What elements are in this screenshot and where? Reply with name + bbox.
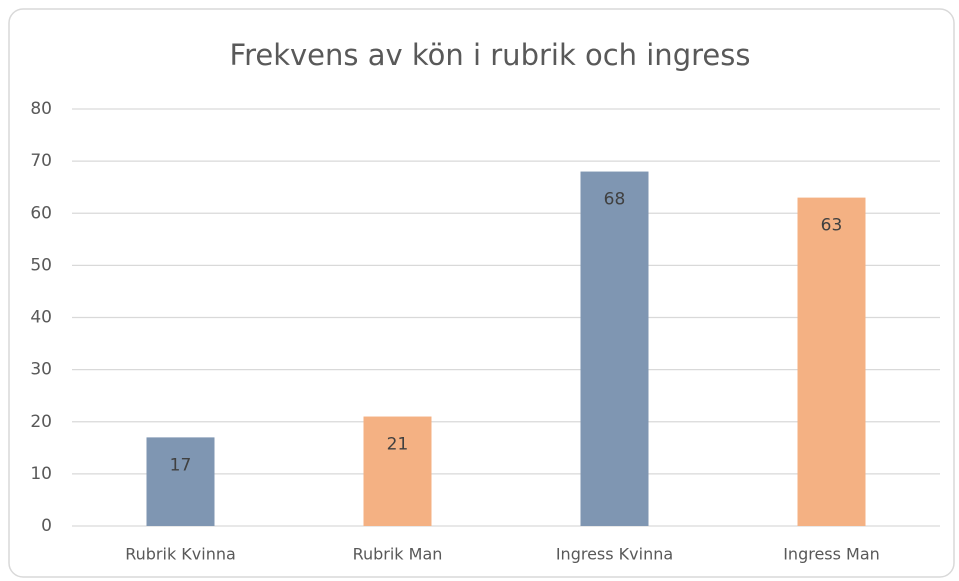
chart-title: Frekvens av kön i rubrik och ingress	[230, 38, 751, 72]
y-tick-label: 40	[30, 308, 52, 328]
x-tick-label: Ingress Man	[783, 545, 880, 564]
bar	[363, 416, 432, 526]
data-label: 68	[604, 190, 626, 210]
data-label: 21	[387, 435, 409, 455]
bar	[797, 197, 866, 527]
x-tick-label: Rubrik Man	[353, 545, 443, 564]
y-tick-label: 0	[41, 516, 52, 536]
y-tick-label: 80	[30, 99, 52, 119]
chart-frame	[8, 8, 955, 578]
x-tick-label: Ingress Kvinna	[556, 545, 673, 564]
data-label: 63	[821, 216, 843, 236]
y-tick-label: 50	[30, 255, 52, 275]
bar	[146, 437, 215, 526]
y-tick-label: 70	[30, 151, 52, 171]
x-tick-label: Rubrik Kvinna	[125, 545, 236, 564]
y-tick-label: 20	[30, 412, 52, 432]
y-tick-label: 60	[30, 203, 52, 223]
y-tick-label: 10	[30, 464, 52, 484]
data-label: 17	[170, 455, 192, 475]
bar	[580, 171, 649, 527]
y-tick-label: 30	[30, 360, 52, 380]
